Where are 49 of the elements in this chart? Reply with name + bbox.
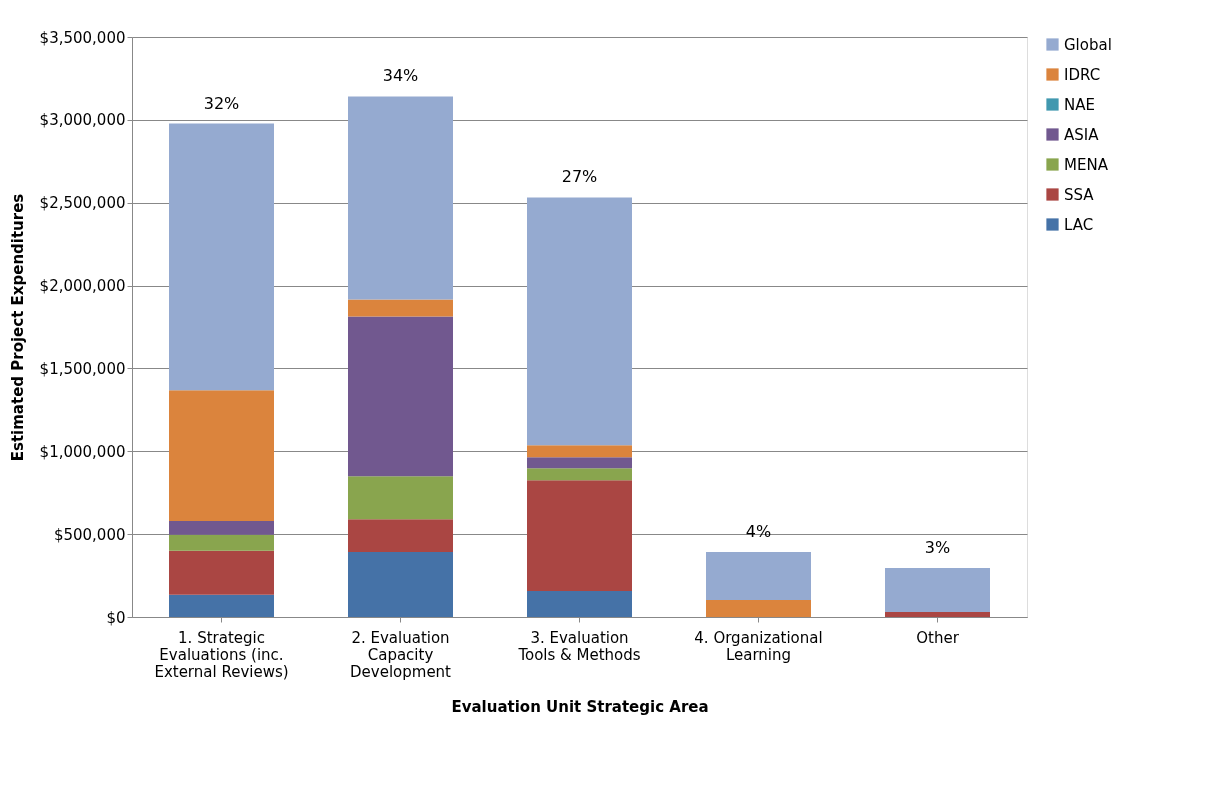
bar [348,476,453,520]
annotation: 4% [745,522,772,542]
legend-label: NAE [1064,95,1095,114]
x-tick-label: 2. Evaluation Capacity Development [350,628,452,681]
bar [885,568,990,613]
bar [527,457,632,469]
bar [348,96,453,300]
bar [169,534,274,551]
bar [527,480,632,591]
y-tick-label: $3,000,000 [39,111,126,130]
x-axis-title: Evaluation Unit Strategic Area [451,697,709,716]
legend-label: MENA [1064,155,1109,174]
y-tick-label: $2,000,000 [39,277,126,296]
bar [169,123,274,391]
x-tick-label: 3. Evaluation Tools & Methods [517,628,641,664]
x-tick-label: 1. Strategic Evaluations (inc. External Reviews) [154,628,289,681]
bar [169,520,274,535]
y-tick-label: $1,000,000 [39,442,126,461]
bar [348,299,453,317]
bar [706,552,811,601]
legend-label: SSA [1064,185,1095,204]
x-tick-label: 4. Organizational Learning [694,628,823,664]
bar [169,594,274,617]
legend-label: ASIA [1064,125,1100,144]
y-tick-label: $3,500,000 [39,28,126,47]
legend-label: Global [1064,35,1112,54]
legend-label: LAC [1064,215,1094,234]
bar [348,552,453,617]
y-tick-label: $1,500,000 [39,359,126,378]
bar [527,445,632,458]
bar [527,197,632,446]
y-tick-label: $2,500,000 [39,194,126,213]
x-tick-label: Other [916,628,960,647]
annotation: 27% [561,167,598,187]
legend-label: IDRC [1064,65,1101,84]
y-axis-title: Estimated Project Expenditures [8,193,27,462]
bar [169,390,274,521]
bar [706,600,811,617]
bar [527,468,632,481]
bar [527,590,632,617]
bar [348,519,453,553]
bar [348,316,453,477]
y-tick-label: $500,000 [53,525,126,544]
annotation: 34% [382,66,419,86]
annotation: 32% [203,93,240,113]
bar [885,612,990,617]
y-tick-label: $0 [106,608,126,627]
annotation: 3% [924,538,951,558]
bar [169,550,274,595]
